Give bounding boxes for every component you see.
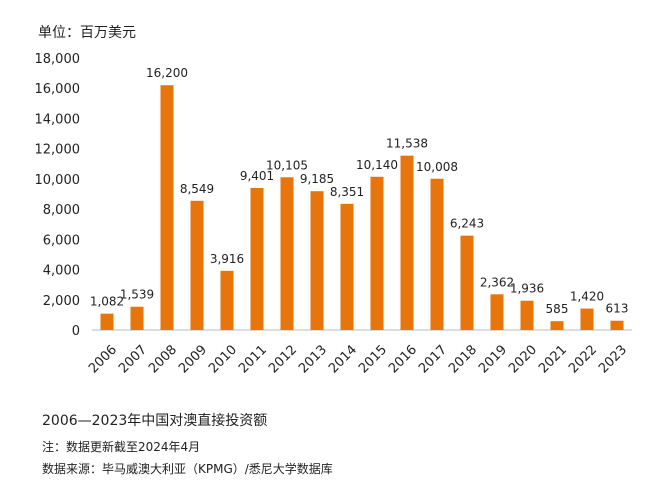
x-tick-label-2012: 2012	[266, 342, 300, 376]
x-tick-label-2008: 2008	[146, 342, 180, 376]
y-tick-label: 18,000	[35, 52, 81, 67]
y-tick-label: 2,000	[43, 294, 80, 309]
bar-2008	[160, 85, 174, 330]
x-tick-label-2014: 2014	[326, 342, 360, 376]
y-tick-label: 6,000	[43, 233, 80, 248]
data-label-2013: 9,185	[300, 172, 334, 186]
y-axis-unit-label: 单位：百万美元	[38, 25, 136, 41]
data-label-2007: 1,539	[120, 288, 154, 302]
bar-2015	[370, 176, 384, 330]
x-tick-label-2015: 2015	[356, 342, 390, 376]
y-tick-label: 12,000	[35, 143, 81, 158]
data-label-2015: 10,140	[356, 158, 398, 172]
bar-2017	[430, 178, 444, 330]
y-tick-label: 8,000	[43, 203, 80, 218]
chart-note: 注：数据更新截至2024年4月	[42, 440, 201, 454]
bar-2009	[190, 200, 204, 330]
data-label-2020: 1,936	[510, 282, 544, 296]
y-tick-label: 14,000	[35, 112, 81, 127]
y-tick-label: 10,000	[35, 173, 81, 188]
x-tick-label-2022: 2022	[566, 342, 600, 376]
x-tick-label-2006: 2006	[86, 342, 120, 376]
data-label-2009: 8,549	[180, 182, 214, 196]
x-tick-label-2017: 2017	[416, 342, 450, 376]
data-label-2014: 8,351	[330, 185, 364, 199]
y-tick-label: 16,000	[35, 82, 81, 97]
chart-source: 数据来源：毕马威澳大利亚（KPMG）/悉尼大学数据库	[42, 462, 333, 476]
bar-2018	[460, 235, 474, 330]
bar-2011	[250, 187, 264, 330]
bar-2016	[400, 155, 414, 330]
x-tick-label-2009: 2009	[176, 342, 210, 376]
y-tick-label: 4,000	[43, 264, 80, 279]
x-tick-label-2007: 2007	[116, 342, 150, 376]
x-tick-label-2021: 2021	[536, 342, 570, 376]
x-tick-label-2018: 2018	[446, 342, 480, 376]
data-label-2011: 9,401	[240, 169, 274, 183]
chart-caption: 2006—2023年中国对澳直接投资额	[42, 413, 268, 429]
data-label-2023: 613	[606, 302, 629, 316]
data-label-2019: 2,362	[480, 275, 514, 289]
x-tick-label-2011: 2011	[236, 342, 270, 376]
data-label-2022: 1,420	[570, 290, 604, 304]
bar-2022	[580, 308, 594, 330]
data-label-2017: 10,008	[416, 160, 458, 174]
x-tick-label-2020: 2020	[506, 342, 540, 376]
bar-2006	[100, 313, 114, 330]
x-tick-label-2016: 2016	[386, 342, 420, 376]
data-label-2012: 10,105	[266, 158, 308, 172]
data-label-2021: 585	[546, 302, 569, 316]
bar-2021	[550, 321, 564, 330]
x-tick-label-2010: 2010	[206, 342, 240, 376]
bar-2019	[490, 294, 504, 330]
bar-2012	[280, 177, 294, 330]
x-tick-label-2023: 2023	[596, 342, 630, 376]
data-label-2008: 16,200	[146, 66, 188, 80]
data-label-2010: 3,916	[210, 252, 244, 266]
bar-2013	[310, 191, 324, 330]
bar-2014	[340, 203, 354, 330]
data-label-2006: 1,082	[90, 295, 124, 309]
data-label-2016: 11,538	[386, 137, 428, 151]
bar-2010	[220, 270, 234, 330]
x-tick-label-2013: 2013	[296, 342, 330, 376]
y-tick-label: 0	[72, 324, 80, 339]
bar-2020	[520, 300, 534, 330]
bar-2023	[610, 320, 624, 330]
data-label-2018: 6,243	[450, 217, 484, 231]
bar-2007	[130, 306, 144, 330]
x-tick-label-2019: 2019	[476, 342, 510, 376]
